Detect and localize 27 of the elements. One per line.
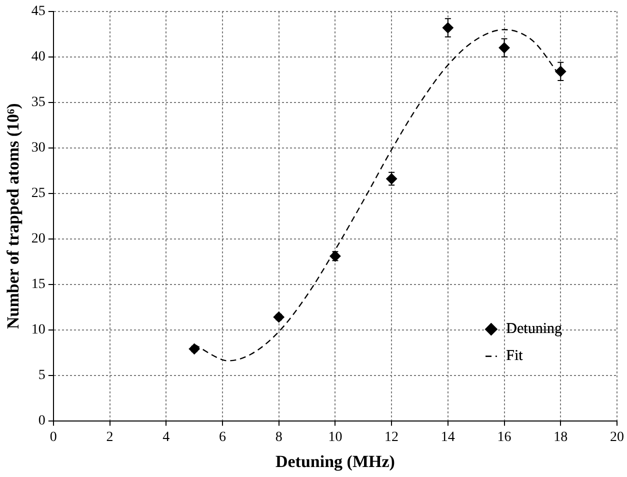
- y-tick-label: 0: [38, 413, 46, 428]
- x-tick-label: 14: [440, 430, 455, 445]
- x-tick-label: 16: [497, 430, 512, 445]
- y-tick-label: 5: [38, 368, 46, 383]
- legend-label: Fit: [506, 348, 524, 364]
- y-tick-label: 30: [31, 140, 46, 156]
- x-tick-label: 6: [218, 430, 226, 445]
- y-axis-title: Number of trapped atoms (10⁶): [4, 103, 23, 329]
- legend-label: Detuning: [506, 321, 562, 338]
- x-tick-label: 2: [106, 430, 114, 445]
- y-tick-label: 15: [31, 277, 46, 292]
- x-axis-title: Detuning (MHz): [275, 452, 395, 472]
- y-tick-label: 10: [31, 322, 46, 338]
- x-tick-label: 20: [610, 430, 624, 445]
- y-tick-label: 45: [31, 4, 46, 20]
- x-tick-label: 18: [554, 430, 568, 445]
- y-tick-label: 25: [31, 186, 46, 202]
- x-tick-label: 4: [162, 430, 170, 445]
- x-tick-label: 12: [384, 430, 399, 445]
- x-tick-label: 10: [328, 430, 342, 445]
- point: [188, 343, 200, 354]
- y-tick-label: 35: [31, 95, 46, 110]
- point: [273, 312, 284, 323]
- y-tick-label: 40: [31, 50, 46, 65]
- y-tick-label: 20: [31, 232, 46, 247]
- x-tick-label: 0: [50, 430, 57, 445]
- x-tick-label: 8: [275, 430, 282, 445]
